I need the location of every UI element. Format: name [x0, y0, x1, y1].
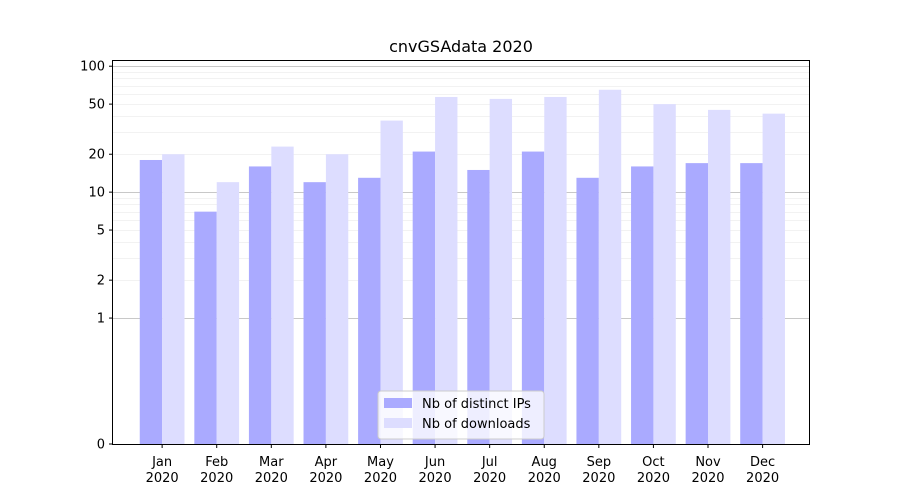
x-tick-label-year: 2020	[200, 471, 233, 486]
x-tick-label-month: May	[367, 455, 394, 470]
bar-downloads	[708, 109, 731, 444]
plot-frame	[112, 60, 810, 445]
x-tick-label-month: Apr	[315, 455, 338, 470]
bar-distinct-ips	[139, 159, 163, 444]
x-tick-label-month: Sep	[587, 455, 612, 470]
bar-downloads	[162, 154, 185, 444]
bar-downloads	[216, 182, 240, 444]
bar-distinct-ips	[521, 151, 545, 445]
bar-downloads	[544, 96, 567, 444]
bar-distinct-ips	[248, 166, 272, 444]
y-tick-label: 100	[80, 60, 105, 75]
y-axis: 0 1 2 5 10 20 50 100	[80, 60, 113, 453]
x-tick-label-month: Feb	[205, 455, 228, 470]
legend-label: Nb of distinct IPs	[422, 397, 531, 412]
bar-downloads	[325, 154, 349, 444]
bar-distinct-ips	[631, 166, 654, 444]
x-tick-label-month: Aug	[532, 455, 557, 470]
x-tick-label-month: Oct	[642, 455, 664, 470]
chart-title: cnvGSAdata 2020	[389, 37, 533, 56]
bar-downloads	[653, 104, 676, 444]
y-tick-label: 10	[88, 186, 105, 201]
legend-box	[377, 390, 545, 440]
x-axis: Jan2020Feb2020Mar2020Apr2020May2020Jun20…	[146, 444, 779, 486]
bar-downloads	[598, 89, 622, 444]
x-tick-label-month: Dec	[750, 455, 775, 470]
x-tick-label-year: 2020	[419, 471, 452, 486]
legend-label: Nb of downloads	[422, 417, 531, 432]
y-tick-label: 0	[97, 438, 105, 453]
x-tick-label-year: 2020	[746, 471, 779, 486]
bar-downloads	[435, 96, 458, 444]
bar-distinct-ips	[576, 177, 599, 444]
x-tick-label-year: 2020	[146, 471, 179, 486]
x-tick-label-year: 2020	[255, 471, 288, 486]
bars	[139, 89, 785, 445]
bar-distinct-ips	[412, 151, 436, 445]
bar-distinct-ips	[685, 163, 709, 444]
x-tick-label-year: 2020	[637, 471, 670, 486]
bar-distinct-ips	[194, 211, 217, 444]
x-tick-label-year: 2020	[364, 471, 397, 486]
bar-downloads	[271, 146, 294, 445]
x-tick-label-year: 2020	[582, 471, 615, 486]
bar-distinct-ips	[358, 177, 381, 444]
bar-downloads	[762, 113, 785, 445]
x-tick-label-month: Jul	[481, 455, 498, 470]
y-tick-label: 5	[97, 224, 105, 239]
x-tick-label-month: Nov	[695, 455, 721, 470]
x-tick-label-month: Jan	[151, 455, 172, 470]
legend-swatch	[384, 398, 412, 408]
x-tick-label-month: Jun	[424, 455, 445, 470]
y-tick-label: 50	[88, 98, 105, 113]
x-tick-label-month: Mar	[259, 455, 284, 470]
y-tick-label: 20	[88, 148, 105, 163]
x-tick-label-year: 2020	[691, 471, 724, 486]
x-tick-label-year: 2020	[528, 471, 561, 486]
x-tick-label-year: 2020	[309, 471, 342, 486]
bar-downloads	[489, 98, 513, 445]
y-tick-label: 1	[97, 312, 105, 327]
bar-downloads	[380, 120, 403, 445]
y-tick-label: 2	[97, 274, 105, 289]
x-tick-label-year: 2020	[473, 471, 506, 486]
legend: Nb of distinct IPs Nb of downloads	[377, 390, 545, 440]
bar-distinct-ips	[303, 182, 326, 444]
bar-distinct-ips	[740, 163, 763, 444]
legend-swatch	[384, 418, 412, 428]
bar-distinct-ips	[467, 169, 490, 444]
